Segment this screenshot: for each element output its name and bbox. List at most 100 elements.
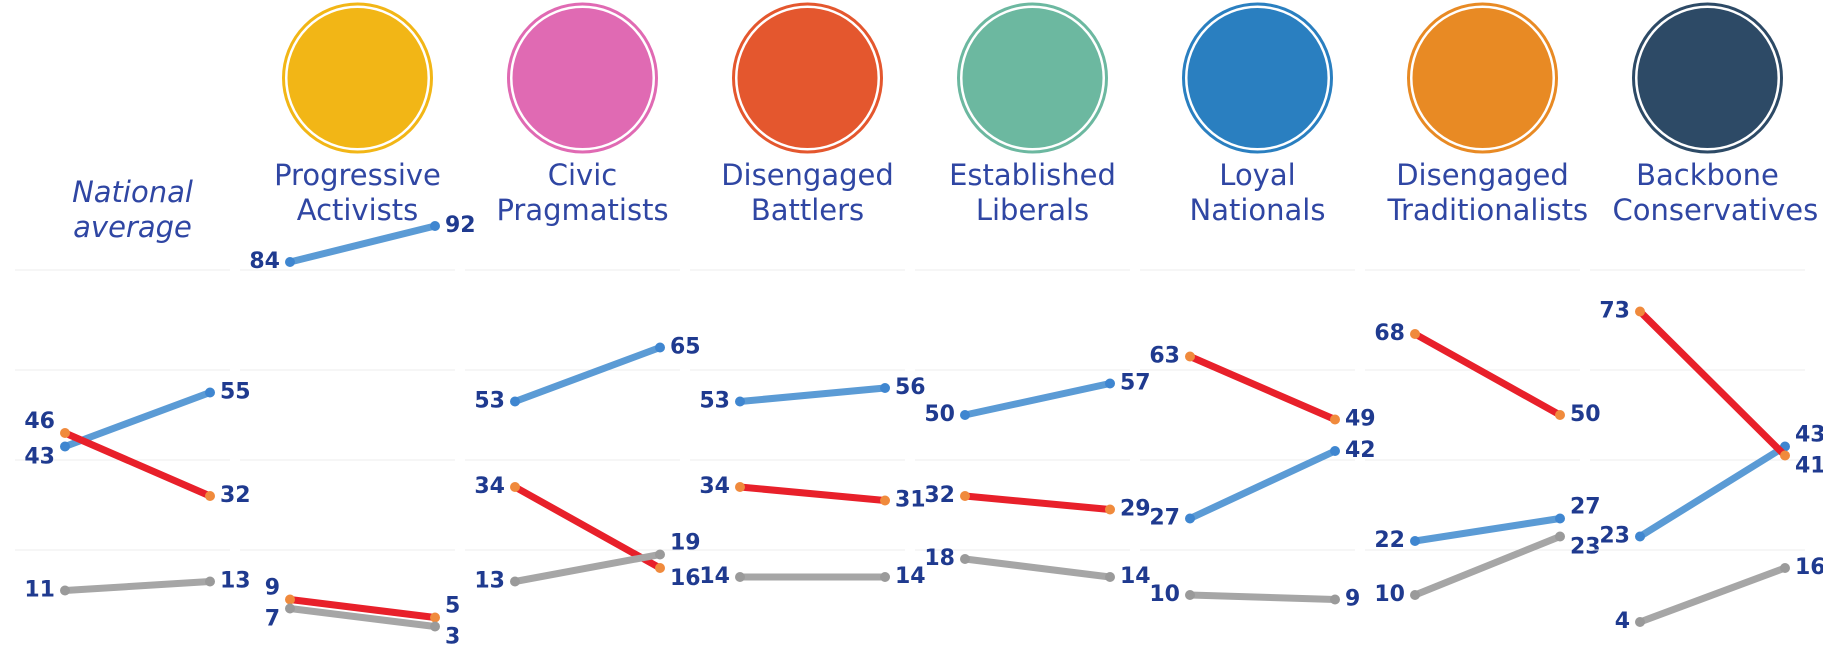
end-point <box>1330 594 1340 605</box>
segment-icon-ring <box>1632 2 1783 154</box>
segment-icon <box>508 4 657 152</box>
start-point <box>510 396 520 407</box>
slope-line <box>1636 564 1789 626</box>
value-label: 32 <box>924 483 955 508</box>
value-label: 34 <box>474 474 505 499</box>
value-label: 5 <box>445 594 460 619</box>
value-label: 11 <box>24 578 55 603</box>
end-point <box>1780 563 1790 573</box>
segment-icon <box>1408 4 1557 152</box>
end-point <box>430 621 440 632</box>
end-point <box>430 612 440 623</box>
slope-line <box>511 551 664 585</box>
value-label: 23 <box>1599 524 1630 549</box>
value-label: 31 <box>895 488 926 513</box>
slope-line <box>61 429 214 500</box>
value-label: 73 <box>1599 299 1630 324</box>
slope-line <box>1186 447 1339 522</box>
end-point <box>205 491 215 501</box>
value-label: 53 <box>474 389 505 414</box>
value-label: 16 <box>670 566 701 591</box>
start-point <box>510 576 520 587</box>
value-label: 63 <box>1149 344 1180 369</box>
slope-line <box>961 380 1114 419</box>
value-label: 18 <box>924 546 955 571</box>
slope-line <box>1636 308 1789 459</box>
start-point <box>960 491 970 501</box>
segment-icon <box>733 4 882 152</box>
value-label: 13 <box>474 569 505 594</box>
value-label: 65 <box>670 335 701 360</box>
end-point <box>1105 504 1115 515</box>
end-point <box>880 572 890 582</box>
value-label: 56 <box>895 375 926 400</box>
segment-icon <box>283 4 432 152</box>
start-point <box>1410 536 1420 546</box>
slope-line <box>736 483 889 504</box>
end-point <box>1555 410 1565 420</box>
start-point <box>1185 590 1195 600</box>
segment-icon <box>958 4 1107 152</box>
value-label: 3 <box>445 625 460 645</box>
end-point <box>205 387 215 398</box>
value-label: 43 <box>1795 423 1823 448</box>
value-label: 10 <box>1374 582 1405 607</box>
end-point <box>430 221 440 231</box>
segment-icon-ring <box>1407 2 1558 154</box>
start-point <box>1635 617 1645 627</box>
value-label: 50 <box>924 402 955 427</box>
start-point <box>1185 513 1195 524</box>
slope-line <box>736 384 889 405</box>
end-point <box>1105 572 1115 582</box>
value-label: 27 <box>1570 495 1601 520</box>
end-point <box>1330 446 1340 456</box>
start-point <box>735 482 745 492</box>
value-label: 13 <box>220 569 251 594</box>
value-label: 4 <box>1615 609 1630 634</box>
slope-line <box>286 222 439 266</box>
panel-title: Civic Pragmatists <box>496 158 669 227</box>
start-point <box>735 572 745 582</box>
slope-line <box>1186 353 1339 423</box>
value-label: 14 <box>895 564 926 589</box>
value-label: 49 <box>1345 407 1376 432</box>
value-label: 14 <box>699 564 730 589</box>
slope-line <box>1411 515 1564 545</box>
value-label: 27 <box>1149 506 1180 531</box>
panel-title: Progressive Activists <box>274 158 441 227</box>
slope-line <box>511 344 664 405</box>
slope-line <box>961 492 1114 513</box>
slope-line <box>511 483 664 572</box>
panel-title: Disengaged Battlers <box>721 158 894 227</box>
start-point <box>1185 351 1195 362</box>
segment-icon-ring <box>732 2 883 154</box>
value-label: 32 <box>220 483 251 508</box>
value-label: 9 <box>265 576 280 601</box>
panel-title: Established Liberals <box>949 158 1116 227</box>
panel-title: National average <box>72 175 193 244</box>
start-point <box>1635 306 1645 317</box>
start-point <box>285 603 295 614</box>
segment-icon <box>1633 4 1782 152</box>
start-point <box>1410 329 1420 339</box>
segment-icon-ring <box>1182 2 1333 154</box>
value-label: 92 <box>445 213 476 238</box>
panel-title: Backbone Conservatives <box>1612 158 1819 227</box>
value-label: 14 <box>1120 564 1151 589</box>
end-point <box>1330 414 1340 425</box>
end-point <box>1780 450 1790 461</box>
slope-line <box>961 555 1114 581</box>
panel-title: Disengaged Traditionalists <box>1387 158 1589 227</box>
value-label: 34 <box>699 474 730 499</box>
end-point <box>1555 513 1565 524</box>
end-point <box>655 342 665 353</box>
slope-line <box>286 596 439 621</box>
end-point <box>205 576 215 587</box>
value-label: 10 <box>1149 582 1180 607</box>
segment-icon-ring <box>957 2 1108 154</box>
start-point <box>60 428 70 438</box>
start-point <box>1410 590 1420 600</box>
slope-line <box>286 605 439 630</box>
